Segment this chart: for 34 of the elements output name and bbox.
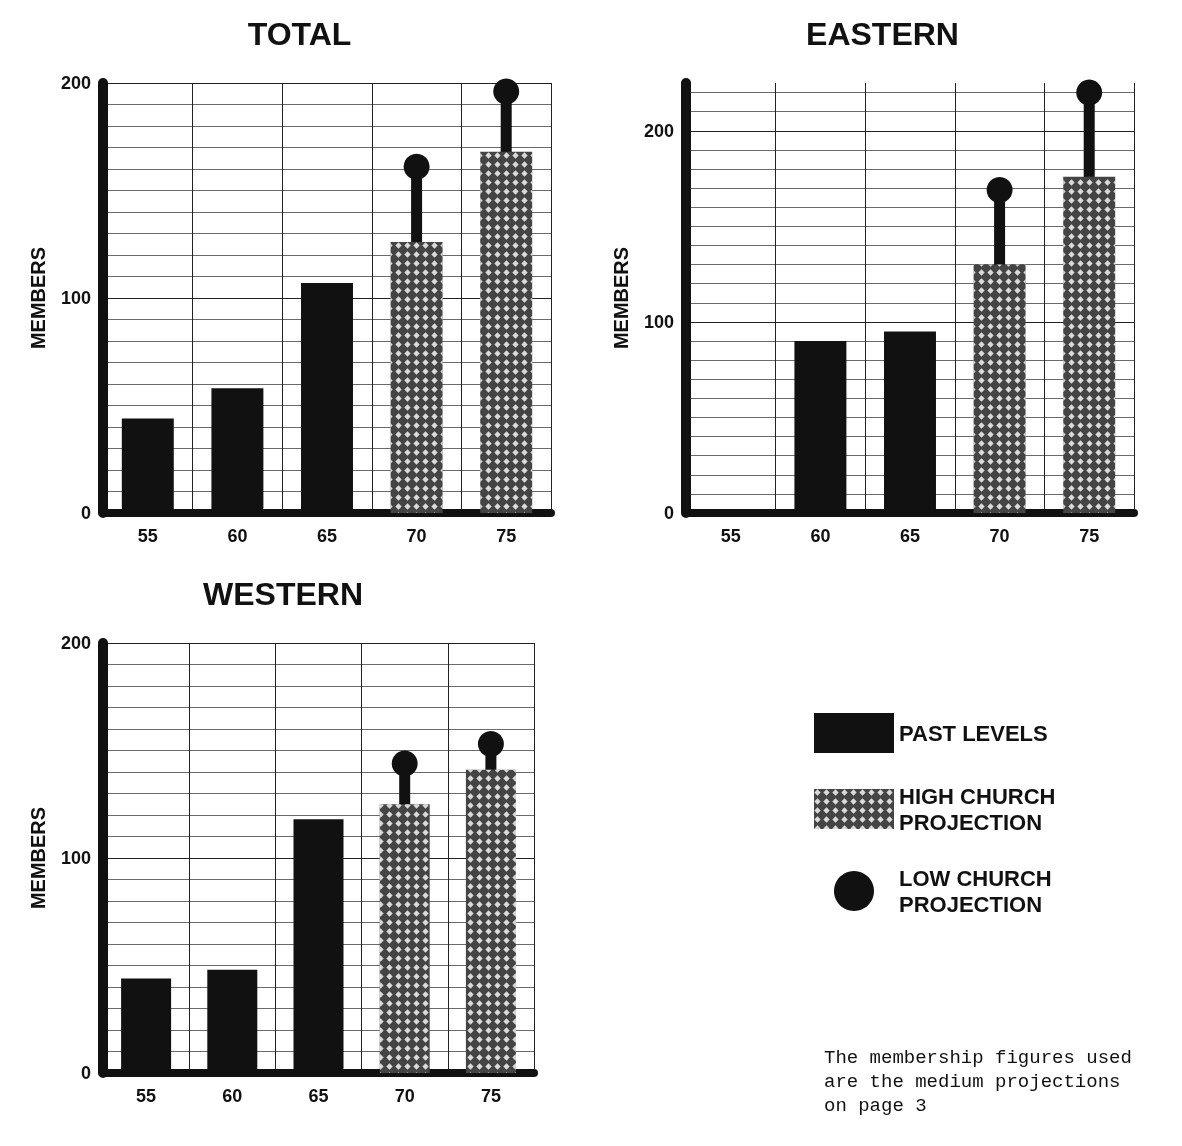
y-tick-label: 100 [60,848,91,868]
y-tick-label: 0 [80,1063,91,1083]
y-tick-label: 0 [663,503,674,523]
x-tick-label: 60 [810,526,831,546]
y-tick-label: 200 [60,633,91,653]
chart-title: WESTERN [203,576,363,612]
legend-label: HIGH CHURCH PROJECTION [899,783,1062,835]
x-tick-label: 75 [496,526,517,546]
y-tick-label: 0 [80,503,91,523]
y-tick-label: 100 [60,288,91,308]
y-tick-label: 200 [60,73,91,93]
x-tick-label: 65 [308,1086,329,1106]
x-tick-label: 70 [394,1086,415,1106]
chart-title: EASTERN [806,16,959,52]
chart-title: TOTAL [247,16,352,52]
x-tick-label: 70 [406,526,427,546]
x-tick-label: 65 [899,526,921,546]
y-axis-title: MEMBERS [610,246,632,350]
y-tick-label: 200 [643,120,674,141]
legend-label: LOW CHURCH PROJECTION [899,865,1058,917]
y-axis-title: MEMBERS [27,246,49,350]
x-tick-label: 75 [480,1086,501,1106]
x-tick-label: 60 [227,526,248,546]
x-tick-label: 75 [1079,526,1100,546]
x-tick-label: 55 [136,1086,157,1106]
x-tick-label: 65 [316,526,338,546]
x-tick-label: 70 [989,526,1010,546]
legend-label: PAST LEVELS [899,720,1048,746]
y-tick-label: 100 [643,311,674,332]
text: The membership figures used are the medium projections on page 3 [824,1047,1144,1117]
x-tick-label: 55 [137,526,158,546]
x-tick-label: 60 [222,1086,243,1106]
y-axis-title: MEMBERS [27,806,49,910]
x-tick-label: 55 [720,526,741,546]
